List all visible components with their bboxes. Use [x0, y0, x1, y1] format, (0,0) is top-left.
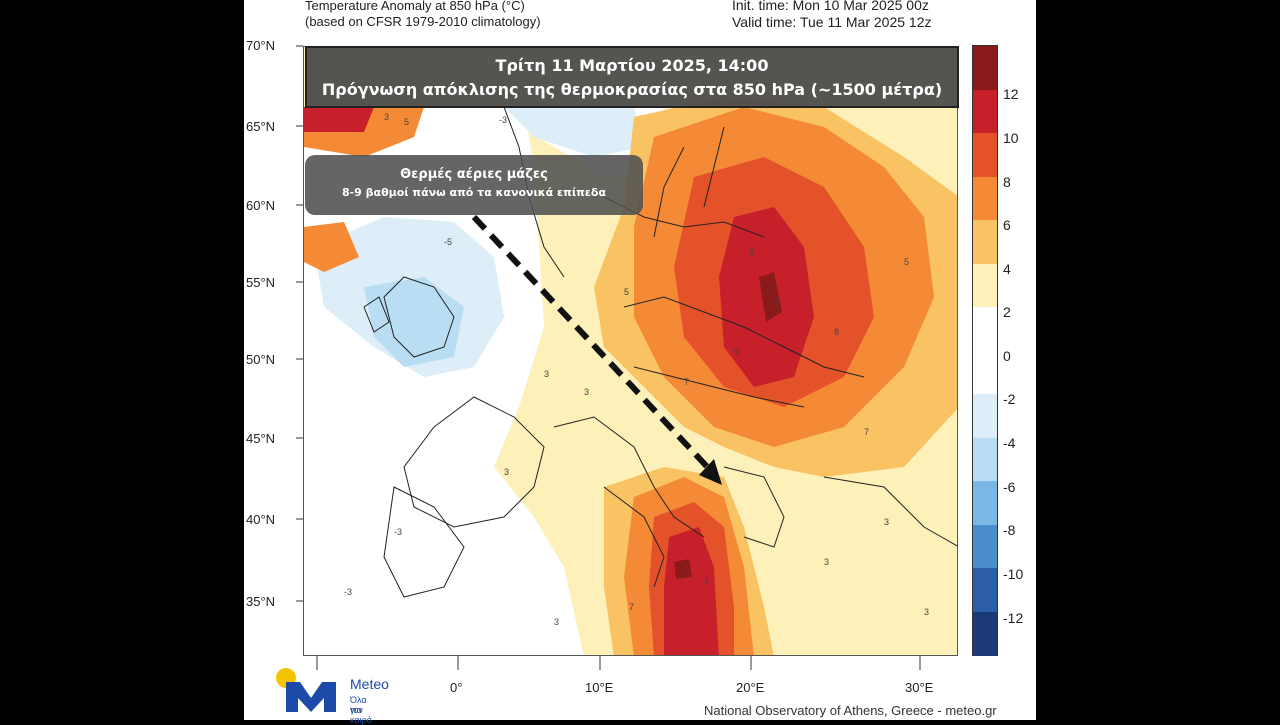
colorbar-segment — [973, 481, 997, 525]
init-time: Init. time: Mon 10 Mar 2025 00z — [732, 0, 929, 13]
lon-label: 20°E — [736, 680, 765, 695]
colorbar-label: -4 — [1003, 435, 1016, 451]
valid-time: Valid time: Tue 11 Mar 2025 12z — [732, 14, 932, 30]
colorbar-label: 4 — [1003, 261, 1011, 277]
anomaly-field — [304, 47, 957, 655]
anomaly-label: 3 — [884, 517, 890, 527]
anomaly-label: -3 — [394, 527, 403, 537]
note-heading: Θερμές αέριες μάζες — [400, 167, 548, 182]
lat-label: 60°N — [246, 198, 276, 213]
anomaly-label: 7 — [864, 427, 870, 437]
flow-arrow — [471, 214, 722, 485]
colorbar-label: 12 — [1003, 86, 1019, 102]
anomaly-label: 9 — [774, 297, 780, 307]
anomaly-label: 3 — [544, 369, 550, 379]
colorbar-segment — [973, 437, 997, 482]
forecast-title-box: Τρίτη 11 Μαρτίου 2025, 14:00 Πρόγνωση απ… — [305, 46, 959, 108]
anomaly-label: 9 — [749, 247, 755, 257]
meteo-logo: Meteo Όλα για τον καιρό — [276, 668, 389, 725]
header-title: Temperature Anomaly at 850 hPa (°C) — [305, 0, 525, 13]
anomaly-label: 5 — [904, 257, 910, 267]
logo-tagline-2: τον καιρό — [350, 705, 372, 725]
colorbar-segment — [973, 394, 997, 438]
anomaly-label: 3 — [384, 112, 390, 122]
anomaly-label: 9 — [734, 347, 740, 357]
anomaly-label: 5 — [404, 117, 410, 127]
anomaly-label: 7 — [704, 577, 710, 587]
colorbar-label: 0 — [1003, 348, 1011, 364]
colorbar-segment — [973, 263, 997, 308]
anomaly-label: 3 — [824, 557, 830, 567]
lat-label: 40°N — [246, 512, 276, 527]
anomaly-label: 8 — [834, 327, 840, 337]
anomaly-label: 3 — [504, 467, 510, 477]
colorbar-segment — [973, 611, 997, 656]
colorbar-label: -8 — [1003, 522, 1016, 538]
colorbar-segment — [973, 524, 997, 569]
colorbar-label: 8 — [1003, 174, 1011, 190]
anomaly-map: 3 -3 5 -5 3 3 9 9 9 8 3 3 7 7 -3 -3 3 3 … — [303, 46, 958, 656]
colorbar-segment — [973, 350, 997, 396]
lat-label: 55°N — [246, 275, 276, 290]
anomaly-label: -3 — [499, 115, 508, 125]
anomaly-label: 3 — [554, 617, 560, 627]
credit-text: National Observatory of Athens, Greece -… — [704, 703, 997, 718]
anomaly-label: 5 — [624, 287, 630, 297]
colorbar-segment — [973, 307, 997, 352]
anomaly-label: 3 — [924, 607, 930, 617]
lon-label: 30°E — [905, 680, 934, 695]
colorbar — [972, 45, 998, 656]
colorbar-segment — [973, 89, 997, 134]
colorbar-label: -6 — [1003, 479, 1016, 495]
warm-air-note: Θερμές αέριες μάζες 8-9 βαθμοί πάνω από … — [305, 155, 643, 215]
anomaly-label: 7 — [684, 377, 690, 387]
colorbar-segment — [973, 176, 997, 221]
note-detail: 8-9 βαθμοί πάνω από τα κανονικά επίπεδα — [341, 186, 607, 199]
colorbar-label: -2 — [1003, 391, 1016, 407]
lat-label: 35°N — [246, 594, 276, 609]
colorbar-segment — [973, 568, 997, 612]
colorbar-label: 6 — [1003, 217, 1011, 233]
lat-label: 65°N — [246, 119, 276, 134]
lat-label: 70°N — [246, 38, 276, 53]
forecast-date: Τρίτη 11 Μαρτίου 2025, 14:00 — [495, 56, 769, 75]
colorbar-label: 10 — [1003, 130, 1019, 146]
forecast-description: Πρόγνωση απόκλισης της θερμοκρασίας στα … — [321, 80, 943, 99]
header-subtitle: (based on CFSR 1979-2010 climatology) — [305, 14, 541, 29]
anomaly-label: 7 — [629, 602, 635, 612]
logo-tagline-1: Όλα για — [350, 695, 367, 715]
meteo-logo-icon — [276, 668, 336, 712]
colorbar-segment — [973, 220, 997, 264]
colorbar-label: 2 — [1003, 304, 1011, 320]
anomaly-label: -5 — [444, 237, 453, 247]
colorbar-label: -12 — [1003, 610, 1024, 626]
lat-label: 50°N — [246, 352, 276, 367]
lat-label: 45°N — [246, 431, 276, 446]
lon-label: 10°E — [585, 680, 614, 695]
colorbar-label: -10 — [1003, 566, 1024, 582]
lon-label: 0° — [450, 680, 463, 695]
anomaly-label: -3 — [344, 587, 353, 597]
colorbar-segment — [973, 46, 997, 90]
anomaly-label: 3 — [584, 387, 590, 397]
colorbar-segment — [973, 133, 997, 177]
logo-brand: Meteo — [350, 676, 389, 692]
